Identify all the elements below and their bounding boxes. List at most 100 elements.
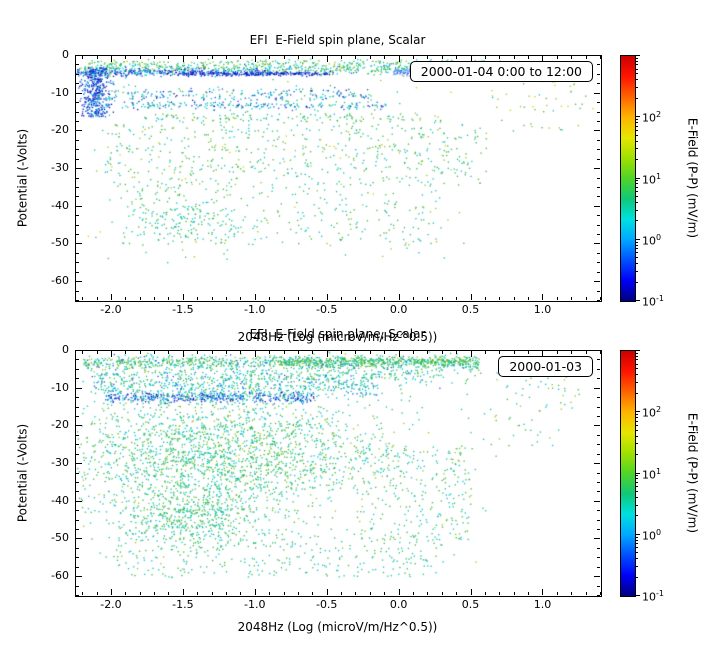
colorbar-minor-tick bbox=[636, 547, 638, 549]
x-minor-tick bbox=[369, 592, 371, 595]
top-colorbar bbox=[620, 55, 636, 302]
y-minor-tick bbox=[76, 111, 79, 113]
x-minor-tick bbox=[139, 56, 141, 59]
x-tick-label: -0.5 bbox=[315, 303, 338, 316]
x-minor-tick bbox=[441, 351, 443, 354]
x-minor-tick bbox=[499, 297, 501, 300]
x-minor-tick bbox=[571, 297, 573, 300]
y-minor-tick bbox=[597, 64, 600, 66]
y-minor-tick bbox=[597, 359, 600, 361]
x-minor-tick bbox=[226, 297, 228, 300]
colorbar-minor-tick bbox=[636, 195, 638, 197]
colorbar-minor-tick bbox=[636, 201, 638, 203]
y-minor-tick bbox=[597, 415, 600, 417]
colorbar-minor-tick bbox=[636, 60, 638, 62]
x-minor-tick bbox=[513, 592, 515, 595]
x-minor-tick bbox=[369, 297, 371, 300]
x-minor-tick bbox=[369, 56, 371, 59]
colorbar-tick-exponent: 0 bbox=[656, 232, 662, 242]
y-minor-tick bbox=[76, 444, 79, 446]
bottom-colorbar bbox=[620, 350, 636, 597]
x-minor-tick bbox=[456, 56, 458, 59]
x-minor-tick bbox=[571, 351, 573, 354]
colorbar-tick-label: 100 bbox=[642, 232, 662, 248]
colorbar-minor-tick bbox=[636, 129, 638, 131]
x-minor-tick bbox=[312, 56, 314, 59]
y-minor-tick bbox=[76, 359, 79, 361]
y-minor-tick bbox=[597, 491, 600, 493]
x-minor-tick bbox=[413, 592, 414, 595]
colorbar-tick bbox=[636, 300, 640, 301]
x-minor-tick bbox=[585, 56, 587, 59]
scatter-canvas-bottom bbox=[76, 351, 601, 596]
y-minor-tick bbox=[597, 196, 600, 198]
x-minor-tick bbox=[297, 56, 299, 59]
x-tick-label: -0.5 bbox=[315, 598, 338, 611]
x-minor-tick bbox=[82, 56, 84, 59]
colorbar-tick-label: 101 bbox=[642, 466, 662, 482]
x-minor-tick bbox=[96, 297, 98, 300]
x-minor-tick bbox=[82, 592, 84, 595]
x-tick-label: -1.5 bbox=[172, 598, 194, 611]
colorbar-tick-exponent: 1 bbox=[656, 171, 662, 181]
x-minor-tick bbox=[297, 592, 299, 595]
y-minor-tick bbox=[76, 529, 79, 531]
x-minor-tick bbox=[556, 297, 558, 300]
colorbar-minor-tick bbox=[636, 475, 638, 477]
y-tick bbox=[76, 205, 82, 207]
x-minor-tick bbox=[269, 297, 271, 300]
y-tick-label: 0 bbox=[62, 48, 69, 61]
x-tick bbox=[110, 589, 112, 595]
x-minor-tick bbox=[585, 351, 587, 354]
x-tick bbox=[182, 351, 184, 357]
y-tick-label: -30 bbox=[51, 456, 69, 470]
y-minor-tick bbox=[76, 252, 79, 254]
x-minor-tick bbox=[484, 592, 486, 595]
x-minor-tick bbox=[240, 297, 242, 300]
x-minor-tick bbox=[139, 297, 141, 300]
x-minor-tick bbox=[154, 297, 156, 300]
x-tick bbox=[470, 351, 472, 357]
x-tick bbox=[326, 589, 328, 595]
y-tick bbox=[594, 425, 600, 427]
x-minor-tick bbox=[154, 56, 156, 59]
top-colorbar-label: E-Field (P-P) (mV/m) bbox=[685, 117, 700, 239]
x-tick bbox=[254, 294, 256, 300]
x-minor-tick bbox=[528, 592, 530, 595]
y-minor-tick bbox=[76, 120, 79, 122]
y-minor-tick bbox=[597, 444, 600, 446]
x-tick-label: 0.5 bbox=[461, 303, 480, 316]
x-minor-tick bbox=[384, 56, 386, 59]
x-minor-tick bbox=[456, 592, 458, 595]
y-minor-tick bbox=[597, 566, 600, 568]
x-minor-tick bbox=[499, 56, 501, 59]
x-minor-tick bbox=[211, 351, 213, 354]
y-minor-tick bbox=[76, 415, 79, 417]
colorbar-minor-tick bbox=[636, 248, 638, 250]
colorbar-minor-tick bbox=[636, 140, 638, 142]
y-tick bbox=[76, 350, 82, 351]
x-minor-tick bbox=[355, 56, 357, 59]
y-minor-tick bbox=[597, 472, 600, 474]
x-minor-tick bbox=[341, 56, 343, 59]
y-minor-tick bbox=[597, 519, 600, 521]
y-minor-tick bbox=[597, 397, 600, 399]
bottom-plot-area: 2000-01-03 bbox=[75, 350, 602, 597]
bottom-x-axis-label: 2048Hz (Log (microV/m/Hz^0.5)) bbox=[237, 620, 438, 634]
y-minor-tick bbox=[76, 519, 79, 521]
x-minor-tick bbox=[240, 56, 242, 59]
y-minor-tick bbox=[597, 529, 600, 531]
x-minor-tick bbox=[312, 592, 314, 595]
colorbar-minor-tick bbox=[636, 244, 638, 246]
colorbar-minor-tick bbox=[636, 576, 638, 578]
colorbar-minor-tick bbox=[636, 263, 638, 265]
x-minor-tick bbox=[413, 56, 414, 59]
x-minor-tick bbox=[513, 56, 515, 59]
colorbar-tick bbox=[636, 350, 640, 351]
x-minor-tick bbox=[82, 297, 84, 300]
colorbar-minor-tick bbox=[636, 191, 638, 193]
colorbar-minor-tick bbox=[636, 87, 638, 89]
x-minor-tick bbox=[168, 592, 170, 595]
x-minor-tick bbox=[197, 56, 199, 59]
colorbar-minor-tick bbox=[636, 392, 638, 394]
